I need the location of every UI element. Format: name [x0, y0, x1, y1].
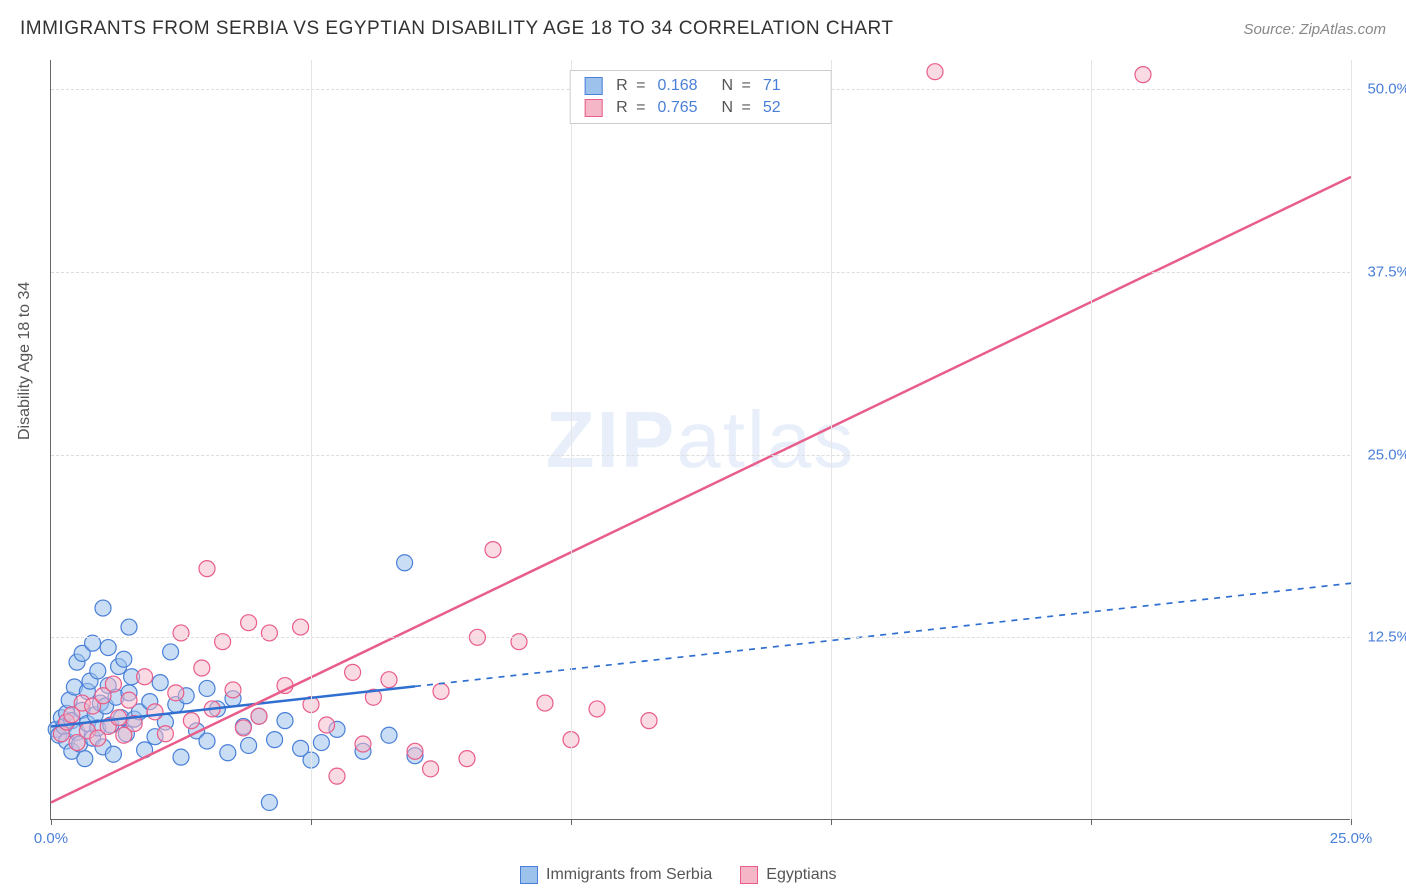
data-point-serbia — [163, 644, 179, 660]
y-tick-label: 37.5% — [1355, 263, 1406, 280]
x-tick-label: 25.0% — [1330, 830, 1373, 847]
data-point-egyptians — [355, 736, 371, 752]
regression-line-egyptians — [51, 177, 1351, 803]
data-point-egyptians — [261, 625, 277, 641]
data-point-serbia — [152, 675, 168, 691]
swatch-serbia — [584, 77, 602, 95]
data-point-egyptians — [215, 634, 231, 650]
data-point-egyptians — [927, 64, 943, 80]
y-tick-label: 50.0% — [1355, 81, 1406, 98]
legend-item-egyptians: Egyptians — [740, 866, 836, 884]
data-point-egyptians — [121, 692, 137, 708]
data-point-egyptians — [589, 701, 605, 717]
x-tick-label: 0.0% — [34, 830, 68, 847]
data-point-egyptians — [194, 660, 210, 676]
data-point-serbia — [241, 737, 257, 753]
data-point-serbia — [261, 794, 277, 810]
data-point-egyptians — [105, 676, 121, 692]
data-point-serbia — [173, 749, 189, 765]
n-value-serbia: 71 — [763, 77, 817, 95]
data-point-serbia — [100, 640, 116, 656]
legend-row-egyptians: R = 0.765 N = 52 — [584, 97, 817, 119]
r-label: R = — [616, 77, 647, 95]
data-point-egyptians — [173, 625, 189, 641]
data-point-serbia — [313, 735, 329, 751]
data-point-egyptians — [168, 685, 184, 701]
data-point-serbia — [220, 745, 236, 761]
data-point-serbia — [397, 555, 413, 571]
data-point-serbia — [199, 680, 215, 696]
data-point-egyptians — [251, 708, 267, 724]
data-point-egyptians — [381, 672, 397, 688]
data-point-egyptians — [329, 768, 345, 784]
data-point-egyptians — [241, 615, 257, 631]
data-point-egyptians — [641, 713, 657, 729]
data-point-egyptians — [1135, 67, 1151, 83]
y-tick-label: 12.5% — [1355, 629, 1406, 646]
data-point-serbia — [121, 619, 137, 635]
data-point-egyptians — [485, 542, 501, 558]
swatch-egyptians — [584, 99, 602, 117]
data-point-egyptians — [225, 682, 241, 698]
data-point-egyptians — [235, 720, 251, 736]
data-point-egyptians — [293, 619, 309, 635]
y-tick-label: 25.0% — [1355, 446, 1406, 463]
data-point-serbia — [267, 732, 283, 748]
data-point-egyptians — [137, 669, 153, 685]
bottom-series-legend: Immigrants from Serbia Egyptians — [520, 866, 837, 884]
swatch-serbia-bottom — [520, 866, 538, 884]
regression-line-serbia-dashed — [415, 583, 1351, 686]
n-label: N = — [722, 77, 753, 95]
r-value-egyptians: 0.765 — [658, 99, 712, 117]
n-value-egyptians: 52 — [763, 99, 817, 117]
data-point-egyptians — [345, 664, 361, 680]
data-point-serbia — [105, 746, 121, 762]
data-point-serbia — [381, 727, 397, 743]
n-label: N = — [722, 99, 753, 117]
chart-title: IMMIGRANTS FROM SERBIA VS EGYPTIAN DISAB… — [20, 18, 894, 40]
y-axis-title: Disability Age 18 to 34 — [16, 282, 34, 440]
data-point-egyptians — [147, 704, 163, 720]
data-point-egyptians — [319, 717, 335, 733]
data-point-egyptians — [183, 713, 199, 729]
scatter-svg — [51, 60, 1350, 819]
data-point-serbia — [116, 651, 132, 667]
data-point-egyptians — [433, 683, 449, 699]
legend-item-serbia: Immigrants from Serbia — [520, 866, 712, 884]
r-label: R = — [616, 99, 647, 117]
data-point-serbia — [77, 751, 93, 767]
data-point-egyptians — [537, 695, 553, 711]
data-point-serbia — [95, 600, 111, 616]
data-point-serbia — [199, 733, 215, 749]
data-point-serbia — [277, 713, 293, 729]
data-point-egyptians — [423, 761, 439, 777]
data-point-egyptians — [199, 561, 215, 577]
legend-row-serbia: R = 0.168 N = 71 — [584, 75, 817, 97]
r-value-serbia: 0.168 — [658, 77, 712, 95]
chart-plot-area: ZIPatlas R = 0.168 N = 71 R = 0.765 N = … — [50, 60, 1350, 820]
data-point-egyptians — [407, 743, 423, 759]
data-point-egyptians — [459, 751, 475, 767]
data-point-serbia — [90, 663, 106, 679]
data-point-egyptians — [511, 634, 527, 650]
data-point-egyptians — [157, 726, 173, 742]
correlation-legend: R = 0.168 N = 71 R = 0.765 N = 52 — [569, 70, 832, 124]
swatch-egyptians-bottom — [740, 866, 758, 884]
source-attribution: Source: ZipAtlas.com — [1243, 21, 1386, 38]
